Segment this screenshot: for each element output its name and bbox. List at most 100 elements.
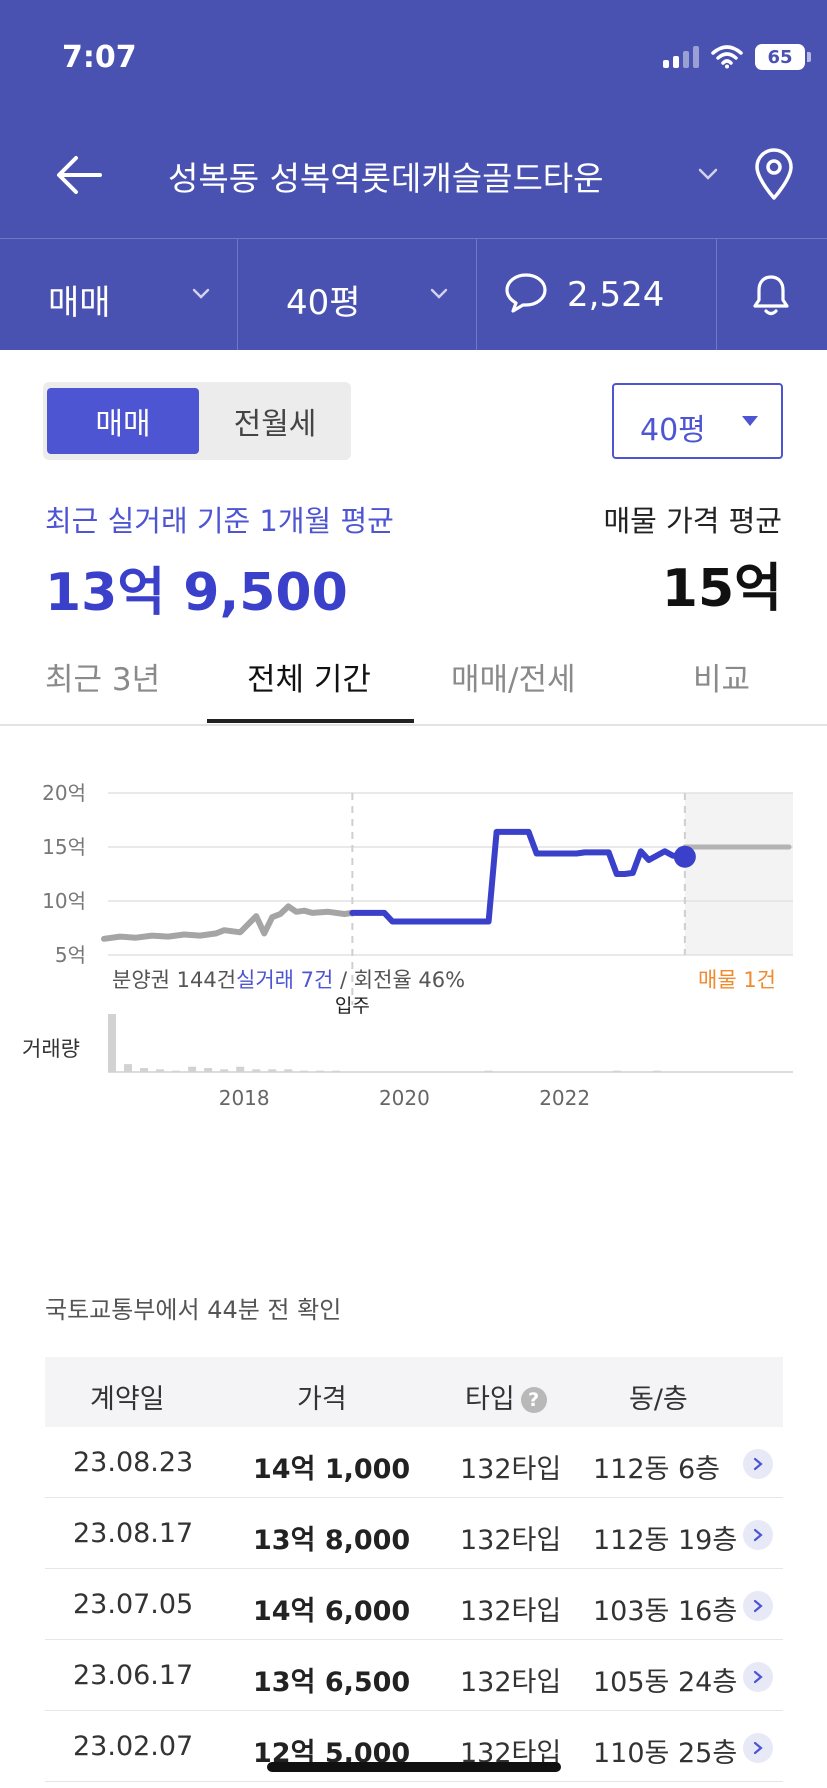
x-tick-label: 2020 — [379, 1086, 430, 1110]
volume-bar — [316, 1070, 325, 1072]
volume-bar — [236, 1066, 245, 1072]
y-tick-label: 5억 — [55, 943, 86, 967]
tab-all-period[interactable]: 전체 기간 — [247, 662, 371, 698]
volume-bar — [172, 1070, 181, 1072]
area-select-value: 40평 — [640, 413, 706, 448]
row-price: 13억 8,000 — [253, 1525, 411, 1556]
status-time: 7:07 — [62, 40, 137, 75]
header-bar: 7:07 65 성복동 성복역롯데캐슬골드타운 매매 — [0, 0, 827, 351]
volume-bar — [284, 1069, 293, 1072]
speech-bubble-icon — [505, 273, 547, 313]
legend-presale: 분양권 144건 — [112, 968, 236, 992]
row-price: 14억 6,000 — [253, 1596, 411, 1627]
volume-bar — [108, 1014, 117, 1072]
row-dong: 105동 24층 — [593, 1667, 738, 1698]
chevron-down-icon — [192, 288, 210, 299]
signal-icon — [663, 46, 699, 68]
table-row[interactable]: 23.08.23 14억 1,000 132타입 112동 6층 — [45, 1427, 783, 1498]
area-select[interactable]: 40평 — [612, 383, 783, 459]
volume-bar — [300, 1070, 309, 1072]
chevron-right-icon[interactable] — [743, 1520, 773, 1550]
nav-row: 성복동 성복역롯데캐슬골드타운 — [0, 130, 827, 220]
trade-type-label: 매매 — [48, 283, 111, 323]
x-tick-label: 2018 — [219, 1086, 270, 1110]
tab-sale-jeonse[interactable]: 매매/전세 — [451, 662, 576, 698]
row-dong: 103동 16층 — [593, 1596, 738, 1627]
table-row[interactable]: 23.08.17 13억 8,000 132타입 112동 19층 — [45, 1498, 783, 1569]
row-date: 23.06.17 — [73, 1660, 194, 1691]
row-dong: 112동 6층 — [593, 1454, 720, 1485]
col-dong: 동/층 — [629, 1384, 688, 1415]
chevron-right-icon[interactable] — [743, 1662, 773, 1692]
table-row[interactable]: 23.07.05 14억 6,000 132타입 103동 16층 — [45, 1569, 783, 1640]
volume-bar — [652, 1070, 661, 1072]
toggle-sale[interactable]: 매매 — [47, 388, 199, 454]
x-tick-label: 2022 — [539, 1086, 590, 1110]
recent-label: 최근 실거래 기준 1개월 평균 — [45, 504, 394, 538]
filter-bar: 매매 40평 2,524 — [0, 238, 827, 351]
row-date: 23.02.07 — [73, 1731, 194, 1762]
row-date: 23.08.17 — [73, 1518, 194, 1549]
row-type: 132타입 — [460, 1454, 562, 1485]
legend-listing: 매물 1건 — [698, 968, 776, 992]
volume-bar — [612, 1070, 621, 1072]
row-date: 23.08.23 — [73, 1447, 194, 1478]
page-title[interactable]: 성복동 성복역롯데캐슬골드타운 — [168, 159, 604, 198]
battery-icon: 65 — [755, 44, 811, 70]
y-tick-label: 15억 — [42, 835, 86, 859]
status-icons: 65 — [663, 44, 811, 70]
chevron-right-icon[interactable] — [743, 1449, 773, 1479]
row-type: 132타입 — [460, 1596, 562, 1627]
wifi-icon — [711, 45, 743, 69]
listing-price: 15억 — [661, 559, 782, 619]
chevron-down-icon — [430, 288, 448, 299]
chevron-right-icon[interactable] — [743, 1733, 773, 1763]
period-tabs: 최근 3년 전체 기간 매매/전세 비교 — [0, 640, 827, 726]
caret-down-icon — [742, 416, 758, 426]
area-label: 40평 — [286, 283, 361, 323]
presale-series-line — [101, 903, 356, 942]
active-tab-indicator — [207, 719, 414, 723]
bell-icon — [753, 275, 789, 316]
row-dong: 112동 19층 — [593, 1525, 738, 1556]
col-price: 가격 — [297, 1384, 347, 1415]
volume-bar — [156, 1069, 165, 1072]
comments-button[interactable]: 2,524 — [477, 239, 717, 351]
tab-compare[interactable]: 비교 — [693, 662, 751, 698]
location-pin-icon[interactable] — [752, 148, 796, 202]
table-header: 계약일 가격 타입? 동/층 — [45, 1357, 783, 1427]
col-type: 타입? — [465, 1377, 547, 1416]
volume-bar — [332, 1070, 341, 1072]
row-dong: 110동 25층 — [593, 1738, 738, 1769]
listing-label: 매물 가격 평균 — [603, 504, 782, 538]
col-date: 계약일 — [90, 1384, 165, 1415]
volume-bar — [484, 1070, 493, 1072]
volume-bar — [124, 1064, 133, 1072]
move-in-label: 입주 — [335, 995, 370, 1017]
toggle-rent[interactable]: 전월세 — [233, 407, 317, 442]
row-date: 23.07.05 — [73, 1589, 194, 1620]
tab-recent-3y[interactable]: 최근 3년 — [45, 662, 161, 698]
volume-bar — [252, 1069, 261, 1072]
volume-bar — [268, 1069, 277, 1072]
back-arrow-icon[interactable] — [50, 150, 110, 200]
volume-bar — [220, 1069, 229, 1072]
trade-type-dropdown[interactable]: 매매 — [0, 239, 238, 351]
chevron-down-icon[interactable] — [694, 160, 722, 188]
chevron-right-icon[interactable] — [743, 1591, 773, 1621]
volume-bar — [204, 1068, 213, 1072]
chart-legend: 분양권 144건실거래 7건 / 회전율 46% — [112, 968, 465, 992]
volume-label: 거래량 — [22, 1037, 80, 1061]
recent-price: 13억 9,500 — [45, 563, 348, 623]
legend-trade: 실거래 7건 — [236, 968, 333, 992]
comments-count: 2,524 — [567, 275, 665, 315]
notification-button[interactable] — [717, 239, 827, 351]
row-type: 132타입 — [460, 1667, 562, 1698]
table-row[interactable]: 23.06.17 13억 6,500 132타입 105동 24층 — [45, 1640, 783, 1711]
row-price: 14억 1,000 — [253, 1454, 411, 1485]
area-dropdown[interactable]: 40평 — [238, 239, 477, 351]
help-icon[interactable]: ? — [520, 1387, 547, 1413]
latest-trade-point — [673, 845, 696, 868]
trade-series-line — [349, 828, 688, 925]
